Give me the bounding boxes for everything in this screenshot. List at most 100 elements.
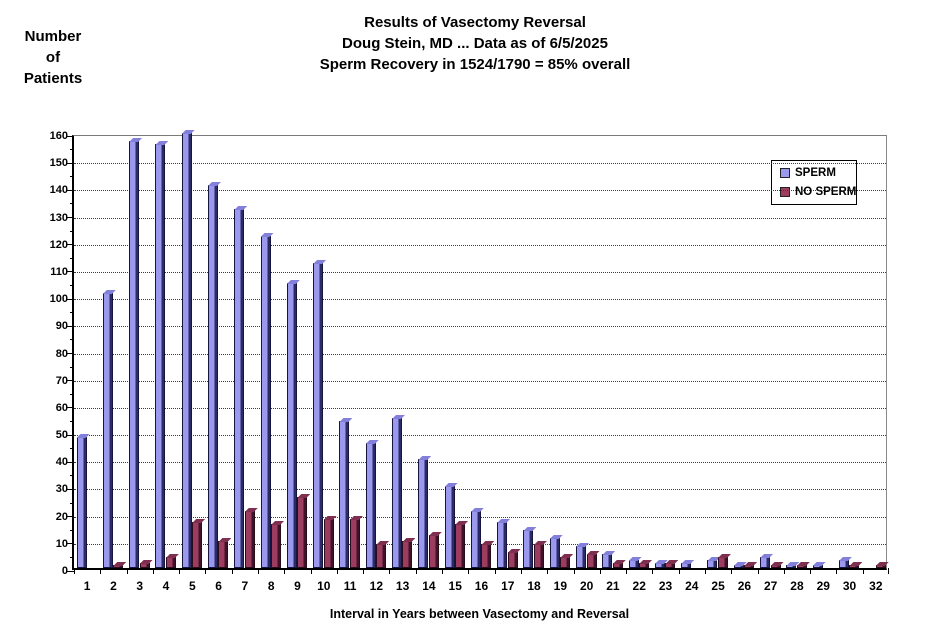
bar-no-sperm-year-32 xyxy=(875,565,886,568)
bar-no-sperm-year-25 xyxy=(717,557,728,568)
y-tick-minor xyxy=(70,556,74,558)
bar-no-sperm-year-6 xyxy=(218,541,229,568)
x-tick-label-13: 13 xyxy=(395,579,410,593)
y-tick-minor xyxy=(70,475,74,477)
x-tick-label-23: 23 xyxy=(658,579,673,593)
y-tick-label: 130 xyxy=(49,211,68,224)
bar-sperm-year-2 xyxy=(102,293,113,568)
no-sperm-swatch-icon xyxy=(780,187,790,197)
y-tick-label: 110 xyxy=(50,265,68,278)
x-tick-label-19: 19 xyxy=(553,579,568,593)
x-tick xyxy=(547,568,549,574)
x-tick xyxy=(757,568,759,574)
x-tick xyxy=(573,568,575,574)
bar-sperm-year-9 xyxy=(286,283,297,568)
x-tick xyxy=(126,568,128,574)
y-tick-label: 20 xyxy=(55,510,68,523)
x-axis-title: Interval in Years between Vasectomy and … xyxy=(329,607,630,621)
x-tick xyxy=(783,568,785,574)
x-tick xyxy=(231,568,233,574)
y-tick-major xyxy=(67,543,74,545)
y-tick-major xyxy=(67,298,74,300)
x-tick xyxy=(494,568,496,574)
y-tick-label: 160 xyxy=(49,130,68,142)
bar-sperm-year-17 xyxy=(497,522,508,568)
gridline-90 xyxy=(74,326,886,328)
x-tick xyxy=(862,568,864,574)
y-tick-major xyxy=(67,244,74,246)
x-tick xyxy=(310,568,312,574)
x-tick xyxy=(100,568,102,574)
bar-sperm-year-24 xyxy=(681,563,692,568)
bar-sperm-year-15 xyxy=(444,486,455,568)
x-tick-label-4: 4 xyxy=(162,579,170,593)
y-tick-minor xyxy=(70,285,74,287)
y-tick-major xyxy=(67,570,74,572)
x-tick-label-2: 2 xyxy=(110,579,117,593)
bar-sperm-year-10 xyxy=(313,263,324,568)
bar-sperm-year-1 xyxy=(76,437,87,568)
y-tick-major xyxy=(67,325,74,327)
bar-sperm-year-20 xyxy=(576,546,587,568)
bar-no-sperm-year-23 xyxy=(665,563,676,568)
x-tick xyxy=(731,568,733,574)
x-tick-label-17: 17 xyxy=(501,579,515,593)
y-axis-title-line: Number xyxy=(24,28,82,45)
gridline-30 xyxy=(74,489,886,491)
bar-no-sperm-year-20 xyxy=(586,554,597,568)
x-tick-label-5: 5 xyxy=(188,579,196,593)
y-tick-minor xyxy=(70,448,74,450)
y-tick-major xyxy=(67,189,74,191)
bar-no-sperm-year-4 xyxy=(165,557,176,568)
y-tick-major xyxy=(67,353,74,354)
y-tick-label: 70 xyxy=(55,374,68,387)
x-tick-label-26: 26 xyxy=(737,579,752,593)
bar-no-sperm-year-8 xyxy=(271,524,282,568)
y-tick-minor xyxy=(70,257,74,259)
x-tick-label-11: 11 xyxy=(343,579,357,593)
x-tick-label-6: 6 xyxy=(215,579,222,593)
gridline-60 xyxy=(74,407,886,409)
x-tick-label-3: 3 xyxy=(136,579,144,593)
y-tick-major xyxy=(67,271,74,273)
gridline-130 xyxy=(74,217,886,219)
y-tick-minor xyxy=(70,176,74,178)
bar-no-sperm-year-27 xyxy=(770,565,781,568)
bar-no-sperm-year-10 xyxy=(323,519,334,568)
x-tick xyxy=(74,568,75,574)
x-tick-label-30: 30 xyxy=(842,579,857,593)
bar-sperm-year-27 xyxy=(760,557,771,568)
bar-no-sperm-year-5 xyxy=(192,522,203,568)
x-tick-label-28: 28 xyxy=(790,579,804,593)
x-tick xyxy=(258,568,260,574)
x-tick-label-32: 32 xyxy=(869,579,883,593)
gridline-50 xyxy=(74,435,886,437)
y-tick-label: 100 xyxy=(49,293,68,306)
x-tick xyxy=(599,568,601,574)
gridline-120 xyxy=(74,244,886,246)
y-tick-major xyxy=(67,217,74,219)
x-tick xyxy=(888,568,889,574)
chart-title-line-2: Doug Stein, MD ... Data as of 6/5/2025 xyxy=(342,35,608,52)
plot-area: SPERM NO SPERM 0 10 20 30 40 50 60 70 80 90 100 110… xyxy=(50,130,889,593)
bar-sperm-year-6 xyxy=(207,185,218,568)
bar-no-sperm-year-13 xyxy=(402,541,413,568)
chart-title: Results of Vasectomy Reversal Doug Stein… xyxy=(0,12,950,75)
bar-sperm-year-26 xyxy=(733,565,744,568)
y-tick-minor xyxy=(70,203,74,205)
bar-sperm-year-28 xyxy=(786,565,797,568)
x-tick-label-1: 1 xyxy=(83,579,91,593)
x-tick-label-18: 18 xyxy=(527,579,541,593)
x-tick xyxy=(363,568,365,574)
y-tick-major xyxy=(67,488,74,490)
y-tick-label: 150 xyxy=(49,157,68,170)
bar-sperm-year-19 xyxy=(549,538,560,568)
x-tick-label-14: 14 xyxy=(422,579,436,593)
x-tick xyxy=(152,568,154,574)
bar-sperm-year-21 xyxy=(602,554,613,568)
x-tick-label-12: 12 xyxy=(369,579,383,593)
y-tick-minor xyxy=(70,339,74,341)
bar-sperm-year-29 xyxy=(812,565,823,568)
gridline-110 xyxy=(74,271,886,273)
bar-sperm-year-3 xyxy=(129,141,140,568)
